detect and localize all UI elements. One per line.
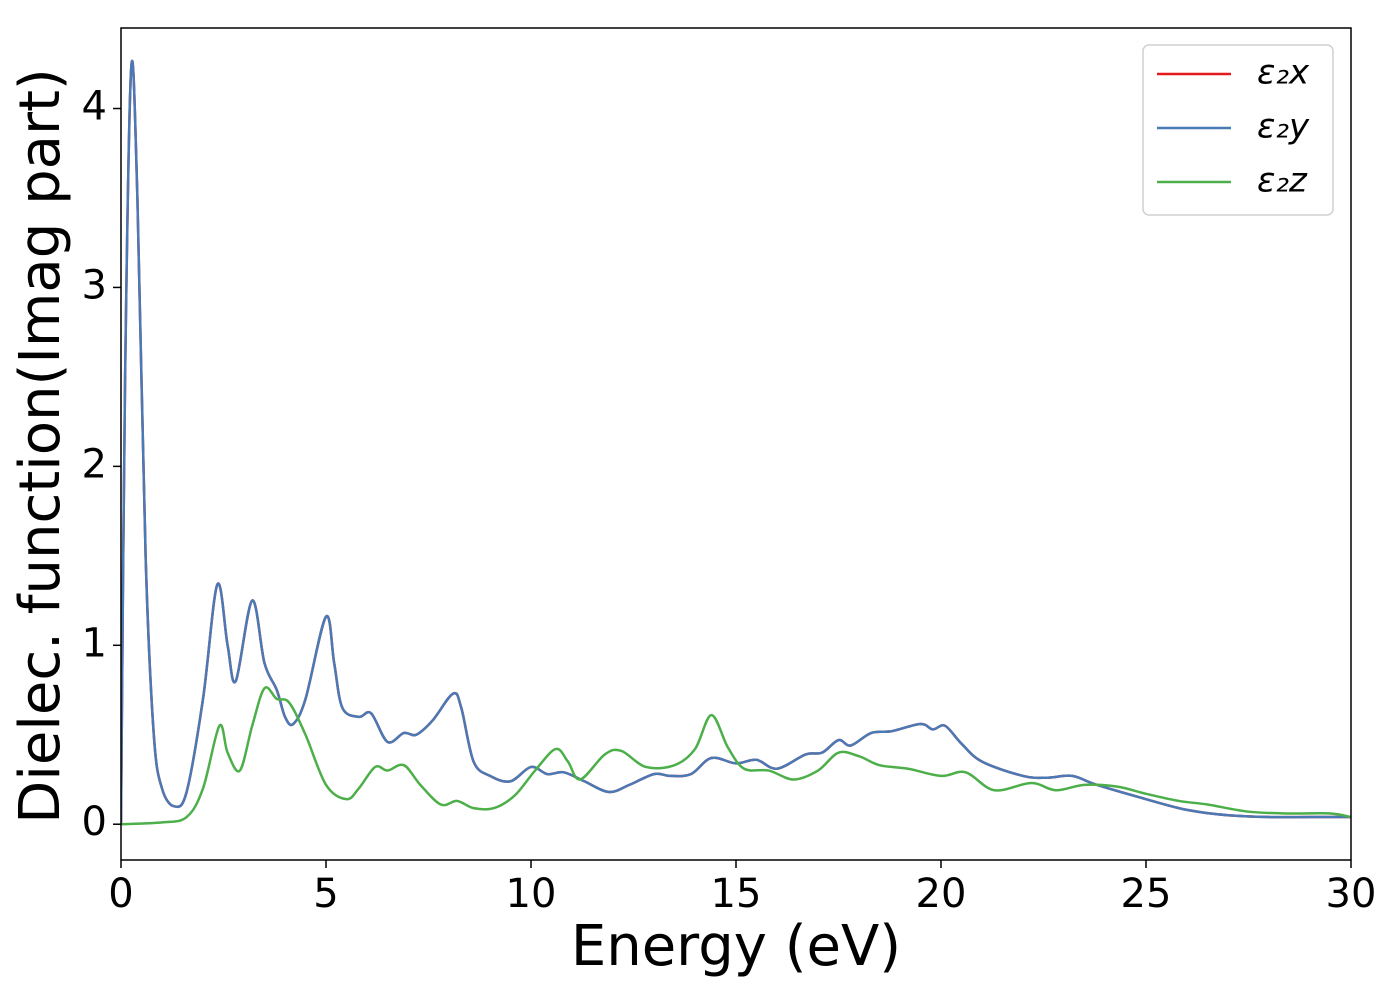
x-axis-label: Energy (eV) <box>571 914 901 979</box>
y-tick-label: 4 <box>82 84 107 130</box>
y-tick-label: 1 <box>82 620 107 666</box>
x-tick-label: 30 <box>1326 871 1377 917</box>
plot-frame <box>120 27 1352 861</box>
legend-label: ε₂y <box>1257 107 1310 147</box>
x-tick-label: 5 <box>313 871 338 917</box>
x-tick-label: 15 <box>711 871 762 917</box>
data-line <box>121 686 1351 826</box>
x-tick-label: 25 <box>1121 871 1172 917</box>
y-tick-label: 0 <box>82 799 107 845</box>
data-line <box>121 59 1351 825</box>
y-tick-label: 3 <box>82 262 107 308</box>
legend-label: ε₂z <box>1257 161 1308 201</box>
legend-label: ε₂x <box>1257 53 1310 93</box>
x-tick-label: 0 <box>108 871 133 917</box>
y-tick-label: 2 <box>82 441 107 487</box>
x-tick-label: 10 <box>506 871 557 917</box>
y-axis-label: Dielec. function(Imag part) <box>8 68 73 824</box>
legend-box <box>1142 44 1334 216</box>
x-tick-label: 20 <box>916 871 967 917</box>
